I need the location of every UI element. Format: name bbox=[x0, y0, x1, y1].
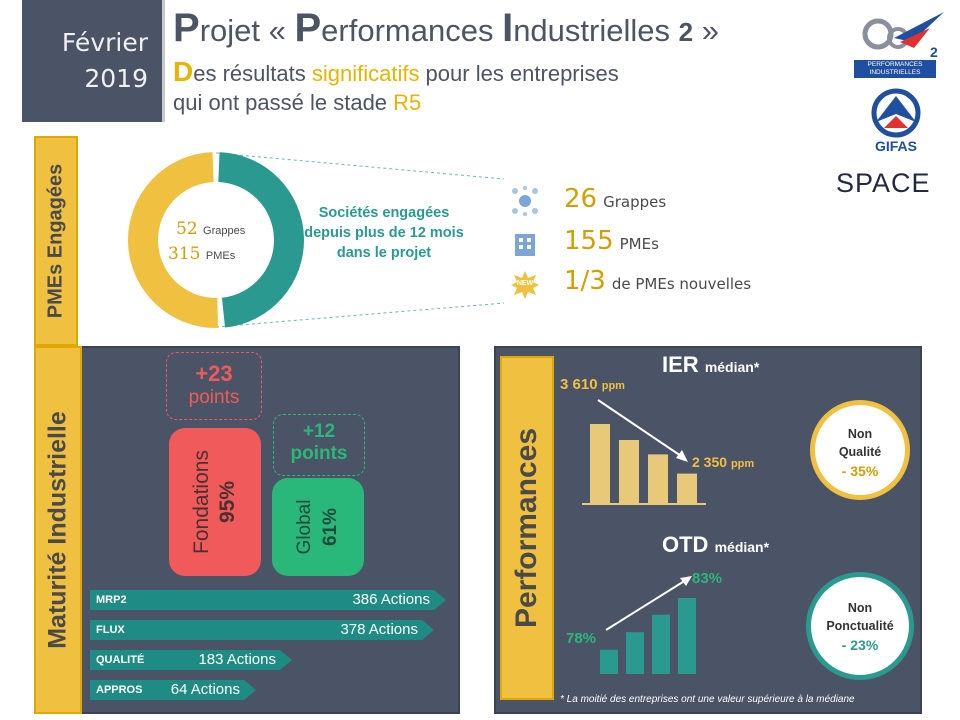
ier-bar bbox=[590, 424, 610, 504]
subtitle-line-2: qui ont passé le stade R5 bbox=[173, 90, 422, 115]
building-icon bbox=[510, 228, 540, 258]
new-badge-icon: NEW bbox=[510, 270, 540, 300]
otd-bar bbox=[600, 649, 618, 674]
foundations-gain-box: +23 points bbox=[166, 352, 262, 420]
global-gain-box: +12 points bbox=[273, 414, 365, 476]
actions-bar-qualite: QUALITÉ 183 Actions bbox=[90, 650, 292, 670]
actions-bar-appros: APPROS 64 Actions bbox=[90, 680, 256, 700]
engaged-tab: PMEs Engagées bbox=[34, 136, 78, 346]
date-year: 2019 bbox=[84, 64, 148, 93]
network-icon bbox=[510, 186, 540, 216]
ier-title: IER médian* bbox=[662, 352, 760, 377]
gifas-logo: GIFAS bbox=[866, 88, 926, 160]
otd-title: OTD médian* bbox=[662, 532, 770, 557]
date-month: Février bbox=[61, 28, 148, 57]
donut-chart bbox=[127, 152, 505, 328]
donut-segment-engaged bbox=[218, 152, 305, 328]
donut-ring bbox=[127, 152, 305, 328]
actions-bar-flux: FLUX 378 Actions bbox=[90, 620, 434, 640]
ier-bar-chart bbox=[582, 399, 706, 505]
ier-end-label: 2 350 ppm bbox=[692, 454, 755, 470]
pi2-text: PERFORMANCES INDUSTRIELLES bbox=[854, 60, 936, 78]
footnote: * La moitié des entreprises ont une vale… bbox=[560, 694, 855, 705]
subtitle-line-1: Des résultats significatifs pour les ent… bbox=[173, 56, 619, 87]
ier-bar bbox=[677, 473, 697, 504]
donut-segment-other bbox=[127, 152, 219, 328]
otd-bar bbox=[678, 598, 696, 674]
stat-pmes: 155 PMEs bbox=[564, 226, 659, 256]
engaged-companies-text: Sociétés engagées depuis plus de 12 mois… bbox=[304, 205, 464, 261]
otd-bar bbox=[626, 632, 644, 674]
ier-trend-arrow bbox=[597, 399, 685, 459]
donut-label-grappes: 52 Grappes bbox=[176, 219, 246, 239]
otd-trend-arrow bbox=[605, 579, 687, 631]
pi2-emblem-icon bbox=[862, 12, 944, 50]
otd-end-label: 83% bbox=[692, 570, 723, 587]
connector-top bbox=[215, 152, 505, 180]
otd-bar bbox=[652, 614, 670, 674]
ier-bar bbox=[619, 440, 639, 504]
global-box: Global 61% bbox=[272, 478, 364, 576]
ier-bar bbox=[648, 454, 668, 504]
maturity-tab: Maturité Industrielle bbox=[34, 346, 82, 714]
date-box: Février 2019 bbox=[22, 0, 165, 122]
performance-tab: Performances bbox=[500, 356, 554, 700]
gifas-emblem-icon bbox=[871, 88, 921, 138]
ier-arrow-head bbox=[676, 450, 688, 462]
connector-bottom bbox=[215, 302, 505, 328]
page-title: Projet « Performances Industrielles 2 » bbox=[173, 6, 719, 50]
ier-start-label: 3 610 ppm bbox=[560, 376, 625, 393]
stat-new-pmes: 1/3 de PMEs nouvelles bbox=[564, 266, 752, 296]
non-punctuality-circle: Non Ponctualité - 23% bbox=[806, 572, 914, 680]
non-quality-circle: Non Qualité - 35% bbox=[810, 400, 910, 500]
foundations-box: Fondations 95% bbox=[169, 428, 261, 576]
stat-grappes: 26 Grappes bbox=[564, 184, 667, 214]
actions-bar-mrp2: MRP2 386 Actions bbox=[90, 590, 446, 610]
pi2-logo: 2 PERFORMANCES INDUSTRIELLES bbox=[850, 8, 950, 82]
otd-arrow-head bbox=[680, 576, 692, 586]
donut-label-pmes: 315 PMEs bbox=[168, 244, 236, 264]
space-logo: SPACE bbox=[836, 168, 931, 198]
otd-bar-chart bbox=[600, 576, 696, 674]
otd-start-label: 78% bbox=[566, 630, 597, 647]
